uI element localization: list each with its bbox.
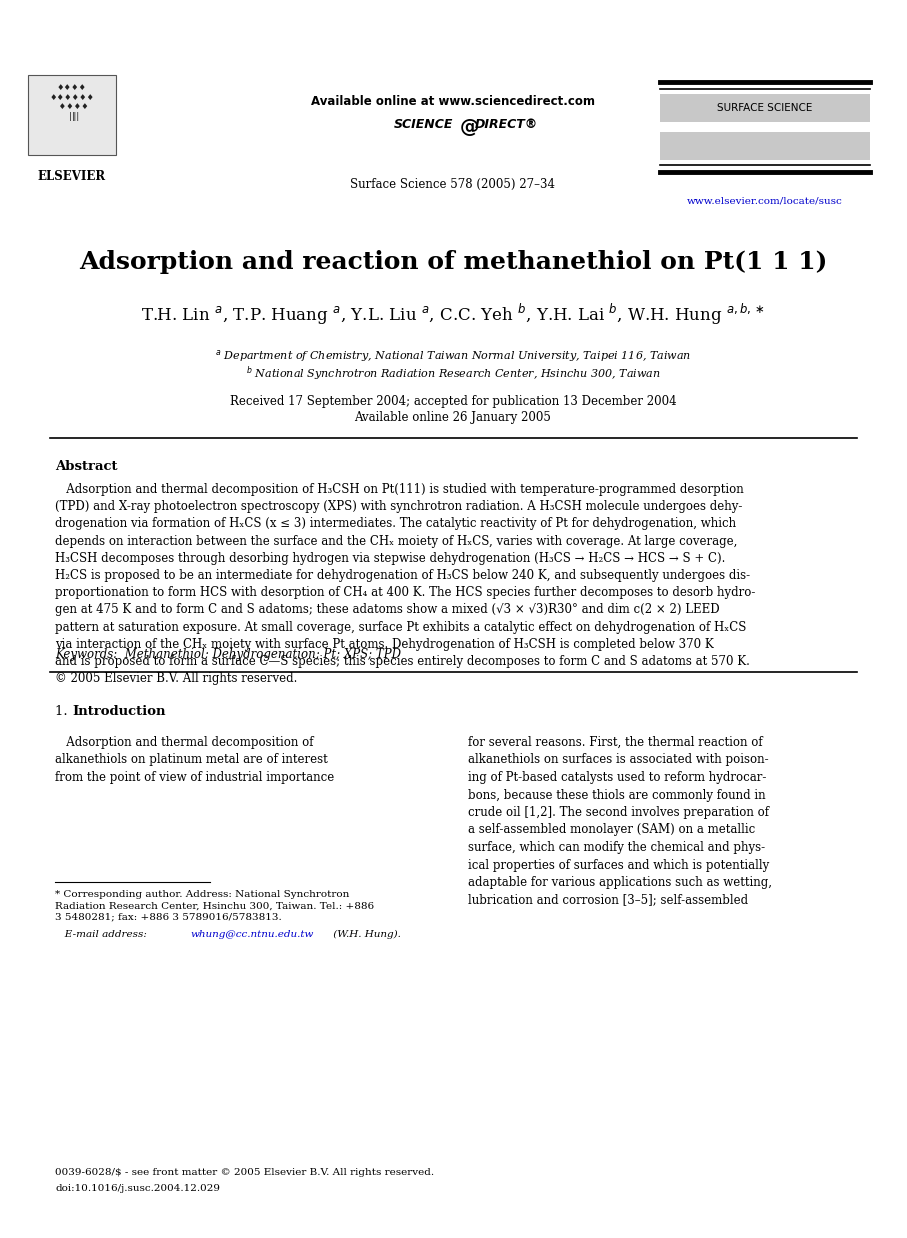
Text: Introduction: Introduction (72, 704, 165, 718)
Text: SCIENCE: SCIENCE (394, 118, 453, 131)
Text: for several reasons. First, the thermal reaction of
alkanethiols on surfaces is : for several reasons. First, the thermal … (468, 737, 772, 906)
Text: $^a$ Department of Chemistry, National Taiwan Normal University, Taipei 116, Tai: $^a$ Department of Chemistry, National T… (215, 348, 691, 364)
Text: Adsorption and thermal decomposition of H₃CSH on Pt(111) is studied with tempera: Adsorption and thermal decomposition of … (55, 483, 756, 685)
Text: ELSEVIER: ELSEVIER (38, 170, 106, 183)
Text: ♦♦♦♦
♦♦♦♦♦♦
 ♦♦♦♦
  |‖|: ♦♦♦♦ ♦♦♦♦♦♦ ♦♦♦♦ |‖| (50, 83, 94, 121)
Text: www.elsevier.com/locate/susc: www.elsevier.com/locate/susc (688, 196, 843, 206)
FancyBboxPatch shape (660, 94, 870, 123)
Text: 0039-6028/$ - see front matter © 2005 Elsevier B.V. All rights reserved.: 0039-6028/$ - see front matter © 2005 El… (55, 1167, 434, 1177)
Text: Keywords:  Methanethiol; Dehydrogenation; Pt; XPS; TPD: Keywords: Methanethiol; Dehydrogenation;… (55, 647, 401, 661)
Text: Received 17 September 2004; accepted for publication 13 December 2004: Received 17 September 2004; accepted for… (229, 395, 677, 409)
Text: 1.: 1. (55, 704, 72, 718)
FancyBboxPatch shape (28, 76, 116, 155)
Text: T.H. Lin $^a$, T.P. Huang $^a$, Y.L. Liu $^a$, C.C. Yeh $^b$, Y.H. Lai $^b$, W.H: T.H. Lin $^a$, T.P. Huang $^a$, Y.L. Liu… (141, 302, 766, 327)
Text: whung@cc.ntnu.edu.tw: whung@cc.ntnu.edu.tw (190, 930, 314, 938)
Text: $^b$ National Synchrotron Radiation Research Center, Hsinchu 300, Taiwan: $^b$ National Synchrotron Radiation Rese… (246, 364, 660, 383)
Text: Abstract: Abstract (55, 461, 118, 473)
Text: Surface Science 578 (2005) 27–34: Surface Science 578 (2005) 27–34 (350, 178, 555, 191)
Text: @: @ (460, 118, 480, 137)
Text: Available online at www.sciencedirect.com: Available online at www.sciencedirect.co… (311, 95, 595, 108)
Text: Adsorption and thermal decomposition of
alkanethiols on platinum metal are of in: Adsorption and thermal decomposition of … (55, 737, 335, 784)
Text: (W.H. Hung).: (W.H. Hung). (330, 930, 401, 940)
Text: SURFACE SCIENCE: SURFACE SCIENCE (717, 103, 813, 113)
Text: Adsorption and reaction of methanethiol on Pt(1 1 1): Adsorption and reaction of methanethiol … (79, 250, 827, 274)
Text: * Corresponding author. Address: National Synchrotron
Radiation Research Center,: * Corresponding author. Address: Nationa… (55, 890, 374, 922)
Text: E-mail address:: E-mail address: (55, 930, 151, 938)
FancyBboxPatch shape (660, 132, 870, 160)
Text: doi:10.1016/j.susc.2004.12.029: doi:10.1016/j.susc.2004.12.029 (55, 1184, 220, 1193)
Text: Available online 26 January 2005: Available online 26 January 2005 (355, 411, 551, 423)
Text: DIRECT®: DIRECT® (475, 118, 538, 131)
